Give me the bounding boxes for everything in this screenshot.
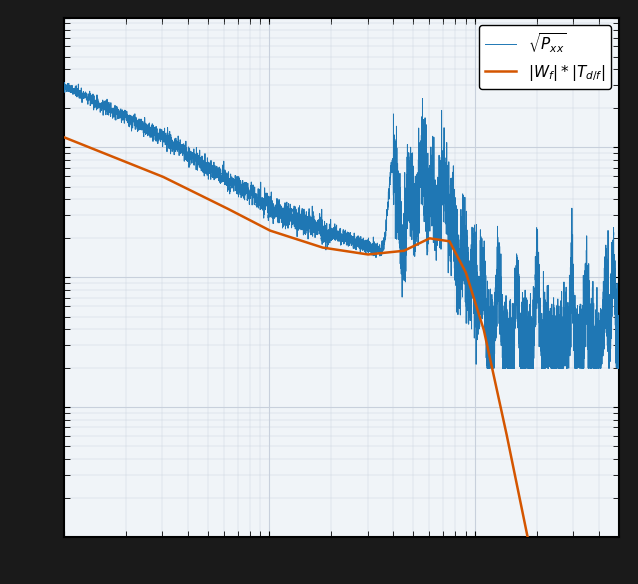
$\sqrt{P_{xx}}$ bbox=[60, 81, 68, 88]
$\sqrt{P_{xx}}$ bbox=[615, 318, 623, 325]
$|W_f| * |T_{d/f}|$ bbox=[261, 224, 269, 231]
$\sqrt{P_{xx}}$ bbox=[88, 98, 96, 105]
$|W_f| * |T_{d/f}|$ bbox=[389, 249, 396, 256]
$\sqrt{P_{xx}}$ bbox=[389, 161, 396, 168]
Line: $\sqrt{P_{xx}}$: $\sqrt{P_{xx}}$ bbox=[64, 82, 619, 369]
Line: $|W_f| * |T_{d/f}|$: $|W_f| * |T_{d/f}|$ bbox=[64, 137, 619, 584]
$\sqrt{P_{xx}}$ bbox=[501, 365, 509, 372]
$\sqrt{P_{xx}}$ bbox=[261, 201, 269, 208]
$|W_f| * |T_{d/f}|$ bbox=[413, 241, 420, 248]
$|W_f| * |T_{d/f}|$ bbox=[471, 299, 479, 306]
$\sqrt{P_{xx}}$ bbox=[471, 324, 479, 331]
Legend: $\sqrt{P_{xx}}$, $|W_f| * |T_{d/f}|$: $\sqrt{P_{xx}}$, $|W_f| * |T_{d/f}|$ bbox=[479, 25, 611, 89]
$|W_f| * |T_{d/f}|$ bbox=[88, 145, 96, 152]
$|W_f| * |T_{d/f}|$ bbox=[60, 134, 68, 141]
$\sqrt{P_{xx}}$ bbox=[483, 365, 491, 372]
$\sqrt{P_{xx}}$ bbox=[60, 79, 68, 86]
$\sqrt{P_{xx}}$ bbox=[413, 235, 420, 242]
$|W_f| * |T_{d/f}|$ bbox=[501, 423, 508, 430]
